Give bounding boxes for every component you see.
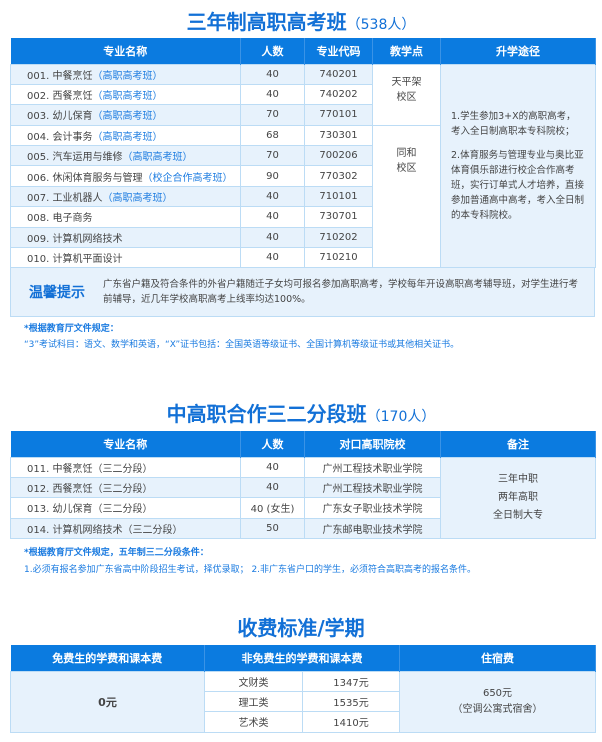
major-code: 740202: [304, 83, 373, 106]
note-title: *根据教育厅文件规定，五年制三二分段条件：: [24, 548, 209, 558]
col-header: 备注: [440, 431, 596, 457]
fee-type: 文财类: [204, 670, 303, 692]
major-code: 700206: [304, 145, 373, 167]
table-row: 003. 幼儿保育（高职高考班） 70 770101: [10, 104, 596, 126]
fee-table: 免费生的学费和课本费 非免费生的学费和课本费 住宿费 0元 文财类 1347元 …: [10, 645, 596, 733]
col-header: 住宿费: [399, 645, 596, 671]
table-row: 012. 西餐烹饪（三二分段） 40 广州工程技术职业学院: [10, 476, 596, 499]
table-row: 001. 中餐烹饪（高职高考班） 40 740201 天平架 校区 1.学生参加3+X的…: [10, 63, 596, 269]
table-row: 008. 电子商务 40 730701: [10, 206, 596, 228]
table-row: 002. 西餐烹饪（高职高考班） 40 740202: [10, 83, 596, 106]
student-count: 40: [240, 456, 305, 478]
col-header: 升学途径: [440, 38, 596, 64]
major-code: 730301: [304, 124, 373, 147]
tips-box: 温馨提示 广东省户籍及符合条件的外省户籍随迁子女均可报名参加高职高考，学校每年开…: [10, 267, 595, 317]
col-header: 教学点: [372, 38, 441, 64]
campus-tonghe: 同和 校区: [372, 124, 441, 269]
major-name: 008. 电子商务: [10, 206, 241, 228]
advancement-path: 1.学生参加3+X的高职高考，考入全日制高职本专科院校； 2.体育服务与管理专业与…: [440, 63, 596, 269]
student-count: 40: [240, 226, 305, 249]
table-row: 013. 幼儿保育（三二分段） 40 (女生) 广东女子职业技术学院: [10, 497, 596, 519]
partner-college: 广州工程技术职业学院: [304, 456, 441, 478]
major-code: 710202: [304, 226, 373, 249]
remark: 三年中职 两年高职 全日制大专: [440, 456, 596, 540]
fee-price: 1535元: [302, 690, 400, 713]
major-name: 007. 工业机器人（高职高考班）: [10, 185, 241, 208]
fee-type: 理工类: [204, 690, 303, 713]
col-header: 人数: [240, 431, 305, 457]
col-header: 免费生的学费和课本费: [10, 645, 205, 671]
table-row: 007. 工业机器人（高职高考班） 40 710101: [10, 185, 596, 208]
dorm-fee: 650元 （空调公寓式宿舍）: [399, 670, 596, 733]
major-name: 010. 计算机平面设计: [10, 247, 241, 269]
col-header: 人数: [240, 38, 305, 64]
table-row: 006. 休闲体育服务与管理（校企合作高考班） 90 770302: [10, 165, 596, 187]
gaokao-table: 专业名称 人数 专业代码 教学点 升学途径 001. 中餐烹饪（高职高考班） 40…: [10, 38, 596, 269]
major-code: 770302: [304, 165, 373, 187]
table-row: 004. 会计事务（高职高考班） 68 730301 同和 校区: [10, 124, 596, 269]
note-title: *根据教育厅文件规定：: [24, 324, 119, 334]
major-name: 013. 幼儿保育（三二分段）: [10, 497, 241, 519]
partner-college: 广州工程技术职业学院: [304, 476, 441, 499]
major-name: 006. 休闲体育服务与管理（校企合作高考班）: [10, 165, 241, 187]
student-count: 50: [240, 517, 305, 540]
free-fee: 0元: [10, 670, 205, 733]
note-text: 1.必须有报名参加广东省高中阶段招生考试，择优录取； 2.非广东省户口的学生，必…: [24, 565, 477, 575]
major-code: 740201: [304, 63, 373, 85]
student-count: 40 (女生): [240, 497, 305, 519]
section2-title: 中高职合作三二分段班（170人）: [166, 402, 436, 426]
table-row: 014. 计算机网络技术（三二分段） 50 广东邮电职业技术学院: [10, 517, 596, 540]
section1-title: 三年制高职高考班（538人）: [186, 10, 416, 34]
major-name: 009. 计算机网络技术: [10, 226, 241, 249]
campus-tianpingjia: 天平架 校区: [372, 63, 441, 126]
note-text: “3”考试科目：语文、数学和英语，“X”证书包括：全国英语等级证书、全国计算机等…: [24, 340, 460, 350]
student-count: 70: [240, 145, 305, 167]
student-count: 40: [240, 185, 305, 208]
tips-text: 广东省户籍及符合条件的外省户籍随迁子女均可报名参加高职高考，学校每年开设高职高考…: [103, 279, 579, 305]
major-code: 730701: [304, 206, 373, 228]
table-row: 009. 计算机网络技术 40 710202: [10, 226, 596, 249]
student-count: 40: [240, 476, 305, 499]
student-count: 90: [240, 165, 305, 187]
partner-college: 广东邮电职业技术学院: [304, 517, 441, 540]
student-count: 40: [240, 206, 305, 228]
major-name: 005. 汽车运用与维修（高职高考班）: [10, 145, 241, 167]
fee-type: 艺术类: [204, 711, 303, 733]
major-name: 001. 中餐烹饪（高职高考班）: [10, 63, 241, 85]
col-header: 专业名称: [10, 431, 241, 457]
fee-price: 1347元: [302, 670, 400, 692]
student-count: 40: [240, 63, 305, 85]
section3-title: 收费标准/学期: [237, 616, 365, 640]
partner-college: 广东女子职业技术学院: [304, 497, 441, 519]
col-header: 对口高职院校: [304, 431, 441, 457]
major-name: 004. 会计事务（高职高考班）: [10, 124, 241, 147]
student-count: 70: [240, 104, 305, 126]
tips-label: 温馨提示: [29, 285, 85, 301]
major-code: 710210: [304, 247, 373, 269]
major-code: 710101: [304, 185, 373, 208]
fee-price: 1410元: [302, 711, 400, 733]
student-count: 40: [240, 247, 305, 269]
major-name: 003. 幼儿保育（高职高考班）: [10, 104, 241, 126]
student-count: 68: [240, 124, 305, 147]
major-name: 014. 计算机网络技术（三二分段）: [10, 517, 241, 540]
table-row: 011. 中餐烹饪（三二分段） 40 广州工程技术职业学院 三年中职 两年高职 全日制大专: [10, 456, 596, 540]
col-header: 非免费生的学费和课本费: [204, 645, 400, 671]
sanerfenduan-table: 专业名称 人数 对口高职院校 备注 011. 中餐烹饪（三二分段） 40 广州工程技…: [10, 431, 596, 540]
student-count: 40: [240, 83, 305, 106]
table-row: 005. 汽车运用与维修（高职高考班） 70 700206: [10, 145, 596, 167]
major-name: 012. 西餐烹饪（三二分段）: [10, 476, 241, 499]
major-code: 770101: [304, 104, 373, 126]
major-name: 002. 西餐烹饪（高职高考班）: [10, 83, 241, 106]
col-header: 专业名称: [10, 38, 241, 64]
col-header: 专业代码: [304, 38, 373, 64]
major-name: 011. 中餐烹饪（三二分段）: [10, 456, 241, 478]
